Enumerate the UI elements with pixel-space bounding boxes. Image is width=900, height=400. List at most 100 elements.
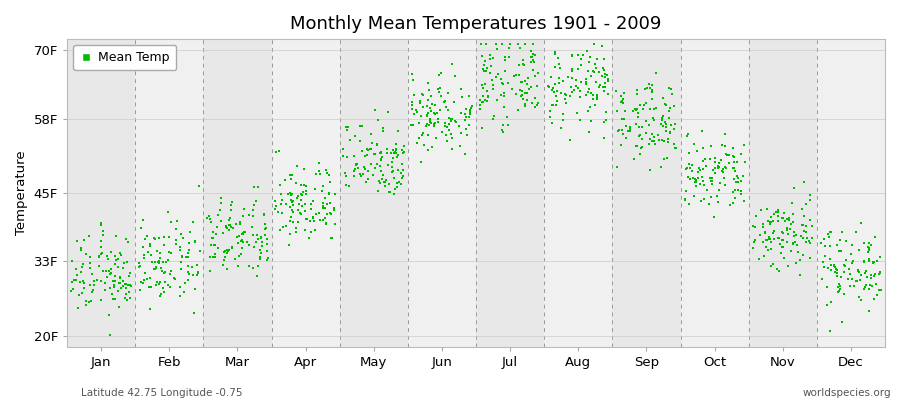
- Point: [628, 142, 643, 149]
- Point: [213, 207, 228, 214]
- Point: [370, 141, 384, 148]
- Point: [872, 271, 886, 278]
- Point: [507, 72, 521, 79]
- Point: [148, 236, 162, 242]
- Point: [569, 83, 583, 89]
- Point: [862, 247, 877, 253]
- Point: [134, 278, 148, 285]
- Point: [176, 234, 190, 241]
- Point: [234, 251, 248, 258]
- Point: [425, 144, 439, 150]
- Point: [410, 109, 424, 115]
- Point: [681, 201, 696, 208]
- Point: [149, 248, 164, 254]
- Point: [788, 239, 803, 246]
- Point: [598, 83, 612, 90]
- Point: [184, 264, 199, 270]
- Point: [237, 228, 251, 235]
- Point: [548, 49, 562, 55]
- Point: [511, 41, 526, 48]
- Point: [323, 211, 338, 218]
- Point: [665, 91, 680, 97]
- Point: [495, 127, 509, 133]
- Point: [619, 135, 634, 141]
- Point: [187, 310, 202, 316]
- Point: [868, 234, 882, 240]
- Point: [460, 131, 474, 138]
- Point: [112, 280, 127, 286]
- Point: [589, 65, 603, 71]
- Point: [504, 85, 518, 92]
- Point: [803, 197, 817, 204]
- Point: [246, 212, 260, 219]
- Point: [551, 55, 565, 61]
- Point: [431, 119, 446, 125]
- Point: [831, 284, 845, 290]
- Point: [528, 73, 543, 79]
- Point: [268, 206, 283, 212]
- Point: [370, 142, 384, 148]
- Point: [416, 130, 430, 136]
- Point: [253, 253, 267, 260]
- Point: [220, 266, 234, 273]
- Point: [478, 58, 492, 64]
- Point: [803, 255, 817, 261]
- Point: [69, 276, 84, 283]
- Point: [286, 209, 301, 216]
- Point: [593, 82, 608, 88]
- Point: [649, 70, 663, 76]
- Point: [143, 242, 157, 249]
- Point: [571, 84, 585, 91]
- Point: [703, 156, 717, 163]
- Point: [493, 76, 508, 82]
- Point: [374, 156, 389, 162]
- Point: [209, 230, 223, 237]
- Point: [158, 279, 173, 286]
- Point: [823, 228, 837, 235]
- Point: [599, 117, 614, 123]
- Point: [643, 167, 657, 173]
- Point: [776, 230, 790, 236]
- Point: [713, 180, 727, 186]
- Point: [65, 258, 79, 265]
- Point: [716, 142, 730, 148]
- Point: [428, 111, 442, 118]
- Point: [151, 260, 166, 266]
- Point: [192, 270, 206, 276]
- Point: [236, 230, 250, 236]
- Point: [580, 48, 594, 54]
- Point: [94, 250, 109, 256]
- Point: [725, 152, 740, 159]
- Point: [296, 188, 310, 195]
- Point: [380, 146, 394, 152]
- Point: [374, 157, 389, 163]
- Point: [635, 144, 650, 150]
- Point: [727, 154, 742, 160]
- Point: [221, 222, 236, 228]
- Point: [220, 248, 235, 254]
- Point: [643, 85, 657, 92]
- Point: [186, 218, 201, 225]
- Point: [485, 86, 500, 92]
- Point: [193, 182, 207, 189]
- Point: [491, 70, 505, 77]
- Point: [832, 236, 847, 243]
- Point: [727, 159, 742, 166]
- Point: [347, 173, 362, 180]
- Point: [782, 216, 796, 223]
- Point: [608, 88, 623, 95]
- Point: [254, 235, 268, 241]
- Point: [852, 247, 867, 253]
- Point: [581, 129, 596, 136]
- Point: [799, 223, 814, 230]
- Point: [348, 166, 363, 172]
- Point: [634, 136, 649, 142]
- Point: [775, 229, 789, 236]
- Point: [337, 145, 351, 152]
- Point: [299, 216, 313, 223]
- Point: [316, 217, 330, 223]
- Point: [137, 276, 151, 283]
- Point: [136, 217, 150, 223]
- Point: [224, 207, 238, 213]
- Point: [323, 178, 338, 185]
